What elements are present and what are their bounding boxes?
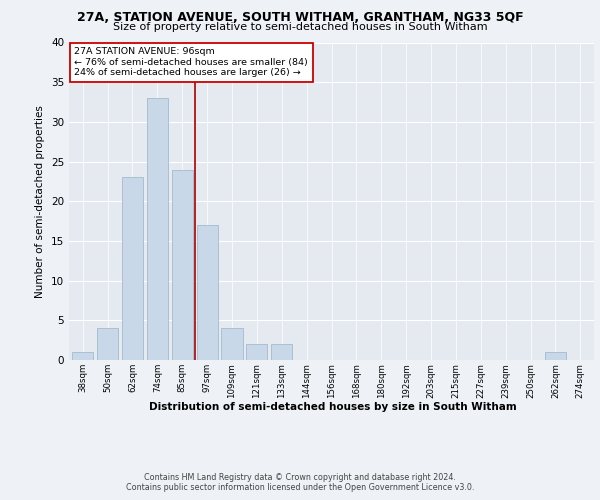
Bar [545, 352, 566, 360]
Bar [72, 352, 93, 360]
Bar [197, 225, 218, 360]
Bar [221, 328, 242, 360]
Bar [97, 328, 118, 360]
Bar [271, 344, 292, 360]
Text: Size of property relative to semi-detached houses in South Witham: Size of property relative to semi-detach… [113, 22, 487, 32]
Text: Distribution of semi-detached houses by size in South Witham: Distribution of semi-detached houses by … [149, 402, 517, 412]
Bar [147, 98, 168, 360]
Bar [172, 170, 193, 360]
Bar [246, 344, 268, 360]
Bar [122, 178, 143, 360]
Text: 27A, STATION AVENUE, SOUTH WITHAM, GRANTHAM, NG33 5QF: 27A, STATION AVENUE, SOUTH WITHAM, GRANT… [77, 11, 523, 24]
Text: 27A STATION AVENUE: 96sqm
← 76% of semi-detached houses are smaller (84)
24% of : 27A STATION AVENUE: 96sqm ← 76% of semi-… [74, 48, 308, 77]
Y-axis label: Number of semi-detached properties: Number of semi-detached properties [35, 105, 46, 298]
Text: Contains HM Land Registry data © Crown copyright and database right 2024.
Contai: Contains HM Land Registry data © Crown c… [126, 473, 474, 492]
